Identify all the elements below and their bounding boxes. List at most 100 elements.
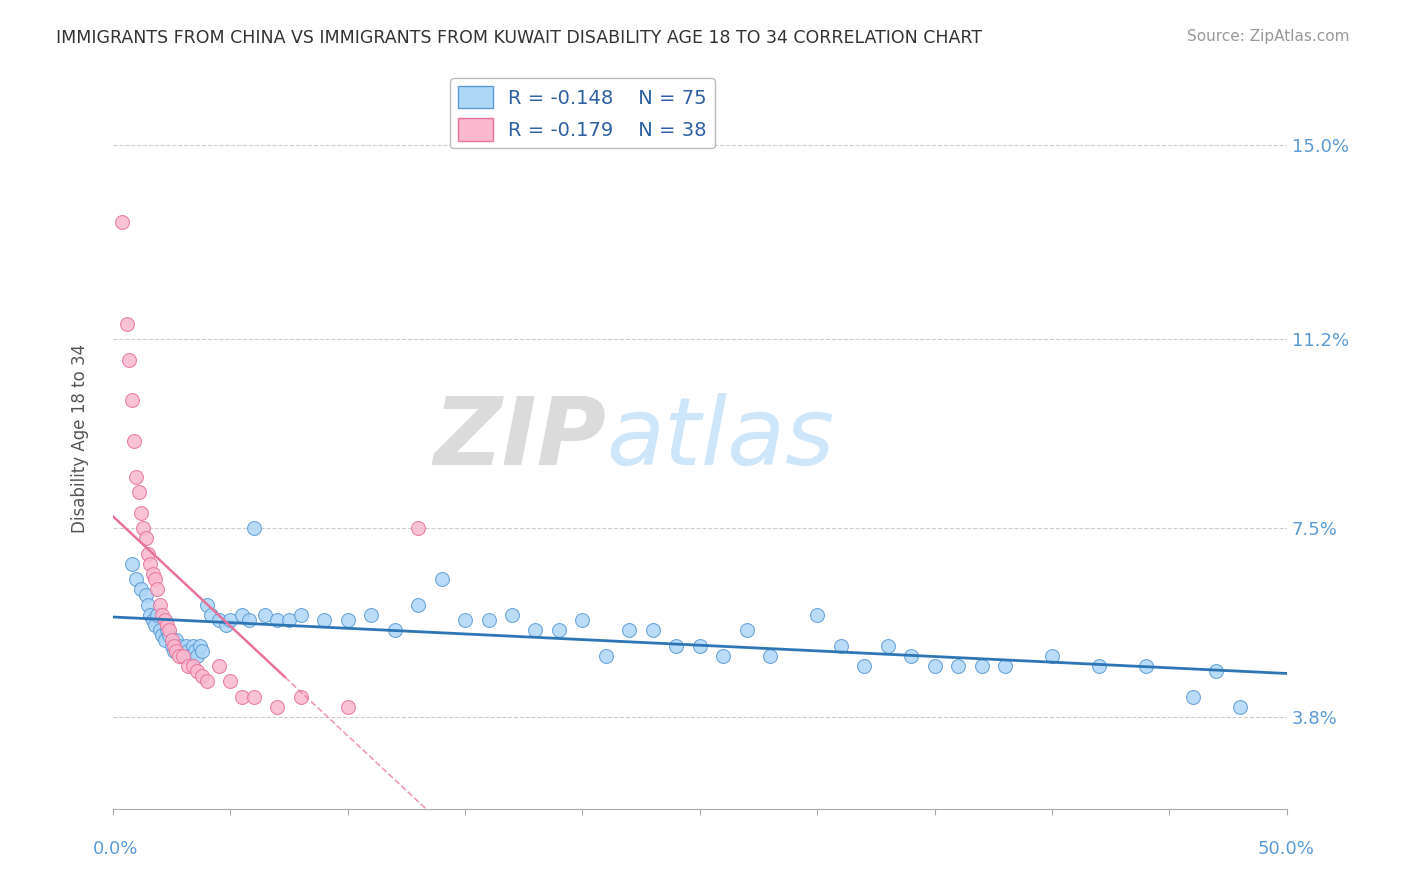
- Point: [174, 639, 197, 653]
- Point: [1088, 659, 1111, 673]
- Point: [501, 607, 523, 622]
- Point: [619, 624, 641, 638]
- Point: [231, 690, 253, 704]
- Point: [1181, 690, 1204, 704]
- Point: [125, 470, 148, 484]
- Point: [360, 607, 382, 622]
- Point: [477, 613, 499, 627]
- Point: [165, 633, 187, 648]
- Point: [156, 624, 179, 638]
- Point: [146, 607, 169, 622]
- Point: [759, 648, 782, 663]
- Point: [139, 557, 162, 571]
- Point: [191, 669, 214, 683]
- Text: 50.0%: 50.0%: [1258, 840, 1315, 858]
- Point: [924, 659, 946, 673]
- Point: [160, 633, 183, 648]
- Point: [314, 613, 336, 627]
- Point: [384, 624, 406, 638]
- Point: [156, 618, 179, 632]
- Point: [254, 607, 277, 622]
- Point: [143, 572, 166, 586]
- Point: [179, 648, 201, 663]
- Point: [689, 639, 711, 653]
- Point: [172, 648, 194, 663]
- Point: [406, 521, 429, 535]
- Point: [290, 607, 312, 622]
- Point: [167, 648, 190, 663]
- Point: [195, 598, 218, 612]
- Point: [191, 643, 214, 657]
- Point: [266, 613, 288, 627]
- Point: [195, 674, 218, 689]
- Point: [157, 624, 180, 638]
- Point: [711, 648, 734, 663]
- Point: [207, 613, 229, 627]
- Point: [121, 557, 143, 571]
- Point: [1205, 664, 1227, 678]
- Point: [219, 674, 242, 689]
- Point: [143, 618, 166, 632]
- Point: [163, 643, 186, 657]
- Point: [946, 659, 969, 673]
- Text: atlas: atlas: [606, 393, 834, 484]
- Point: [160, 639, 183, 653]
- Point: [900, 648, 922, 663]
- Point: [830, 639, 852, 653]
- Point: [219, 613, 242, 627]
- Point: [430, 572, 453, 586]
- Point: [242, 521, 264, 535]
- Point: [149, 624, 172, 638]
- Point: [200, 607, 222, 622]
- Point: [242, 690, 264, 704]
- Point: [136, 547, 159, 561]
- Point: [153, 613, 176, 627]
- Point: [135, 588, 157, 602]
- Point: [1135, 659, 1157, 673]
- Point: [165, 643, 187, 657]
- Point: [290, 690, 312, 704]
- Point: [1040, 648, 1063, 663]
- Point: [336, 699, 359, 714]
- Point: [167, 639, 190, 653]
- Point: [163, 639, 186, 653]
- Point: [135, 532, 157, 546]
- Point: [118, 352, 141, 367]
- Point: [177, 659, 200, 673]
- Point: [278, 613, 301, 627]
- Point: [970, 659, 993, 673]
- Point: [186, 664, 208, 678]
- Point: [735, 624, 758, 638]
- Point: [122, 434, 145, 449]
- Point: [641, 624, 664, 638]
- Point: [207, 659, 229, 673]
- Text: Source: ZipAtlas.com: Source: ZipAtlas.com: [1187, 29, 1350, 44]
- Point: [129, 506, 152, 520]
- Point: [115, 317, 138, 331]
- Point: [125, 572, 148, 586]
- Point: [994, 659, 1017, 673]
- Point: [153, 633, 176, 648]
- Legend: R = -0.148    N = 75, R = -0.179    N = 38: R = -0.148 N = 75, R = -0.179 N = 38: [450, 78, 714, 148]
- Point: [595, 648, 617, 663]
- Point: [132, 521, 155, 535]
- Point: [406, 598, 429, 612]
- Point: [876, 639, 898, 653]
- Point: [184, 643, 207, 657]
- Text: IMMIGRANTS FROM CHINA VS IMMIGRANTS FROM KUWAIT DISABILITY AGE 18 TO 34 CORRELAT: IMMIGRANTS FROM CHINA VS IMMIGRANTS FROM…: [56, 29, 983, 46]
- Point: [548, 624, 571, 638]
- Point: [172, 648, 194, 663]
- Point: [177, 643, 200, 657]
- Point: [186, 648, 208, 663]
- Point: [524, 624, 547, 638]
- Point: [571, 613, 593, 627]
- Point: [188, 639, 211, 653]
- Y-axis label: Disability Age 18 to 34: Disability Age 18 to 34: [72, 344, 89, 533]
- Text: ZIP: ZIP: [433, 392, 606, 484]
- Point: [146, 582, 169, 597]
- Point: [157, 628, 180, 642]
- Point: [454, 613, 477, 627]
- Point: [111, 215, 134, 229]
- Point: [266, 699, 288, 714]
- Point: [128, 485, 150, 500]
